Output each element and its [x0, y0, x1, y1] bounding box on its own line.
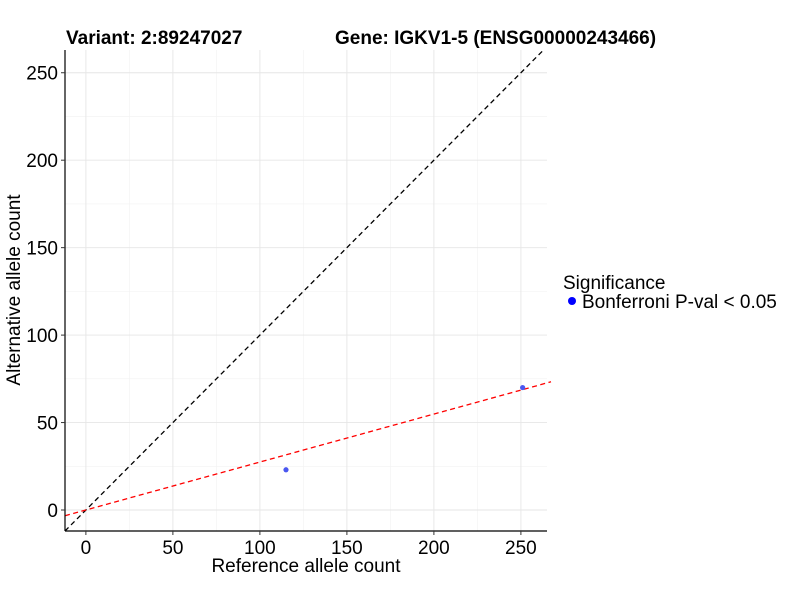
x-tick-label: 50: [162, 538, 183, 559]
legend: Significance Bonferroni P-val < 0.05: [563, 273, 777, 313]
reference-lines: [64, 49, 552, 532]
legend-title: Significance: [563, 273, 665, 294]
y-tick-label: 0: [47, 501, 58, 522]
x-tick-label: 250: [505, 538, 537, 559]
x-tick-label: 0: [81, 538, 92, 559]
data-points: [283, 384, 526, 473]
x-axis-title: Reference allele count: [211, 556, 401, 577]
x-tick-label: 200: [418, 538, 450, 559]
legend-entry-bonferroni: Bonferroni P-val < 0.05: [582, 292, 777, 313]
y-axis-ticks: 0 50 100 150 200 250: [26, 64, 65, 522]
axes: [64, 50, 547, 532]
y-axis-title: Alternative allele count: [4, 194, 25, 386]
y-tick-label: 150: [26, 239, 58, 260]
x-axis-ticks: 0 50 100 150 200 250: [81, 531, 537, 559]
y-tick-label: 50: [37, 414, 58, 435]
reference-line-identity: [64, 49, 544, 532]
reference-line-fit: [64, 381, 552, 517]
data-point: [283, 467, 289, 473]
major-gridlines: [65, 50, 547, 531]
y-tick-label: 250: [26, 64, 58, 85]
y-tick-label: 100: [26, 326, 58, 347]
chart-title-gene: Gene: IGKV1-5 (ENSG00000243466): [335, 28, 656, 49]
legend-marker: [568, 297, 576, 305]
chart-title-variant: Variant: 2:89247027: [66, 28, 242, 49]
x-tick-label: 150: [331, 538, 363, 559]
minor-gridlines: [65, 50, 547, 531]
y-tick-label: 200: [26, 151, 58, 172]
x-tick-label: 100: [244, 538, 276, 559]
data-point: [520, 384, 526, 391]
